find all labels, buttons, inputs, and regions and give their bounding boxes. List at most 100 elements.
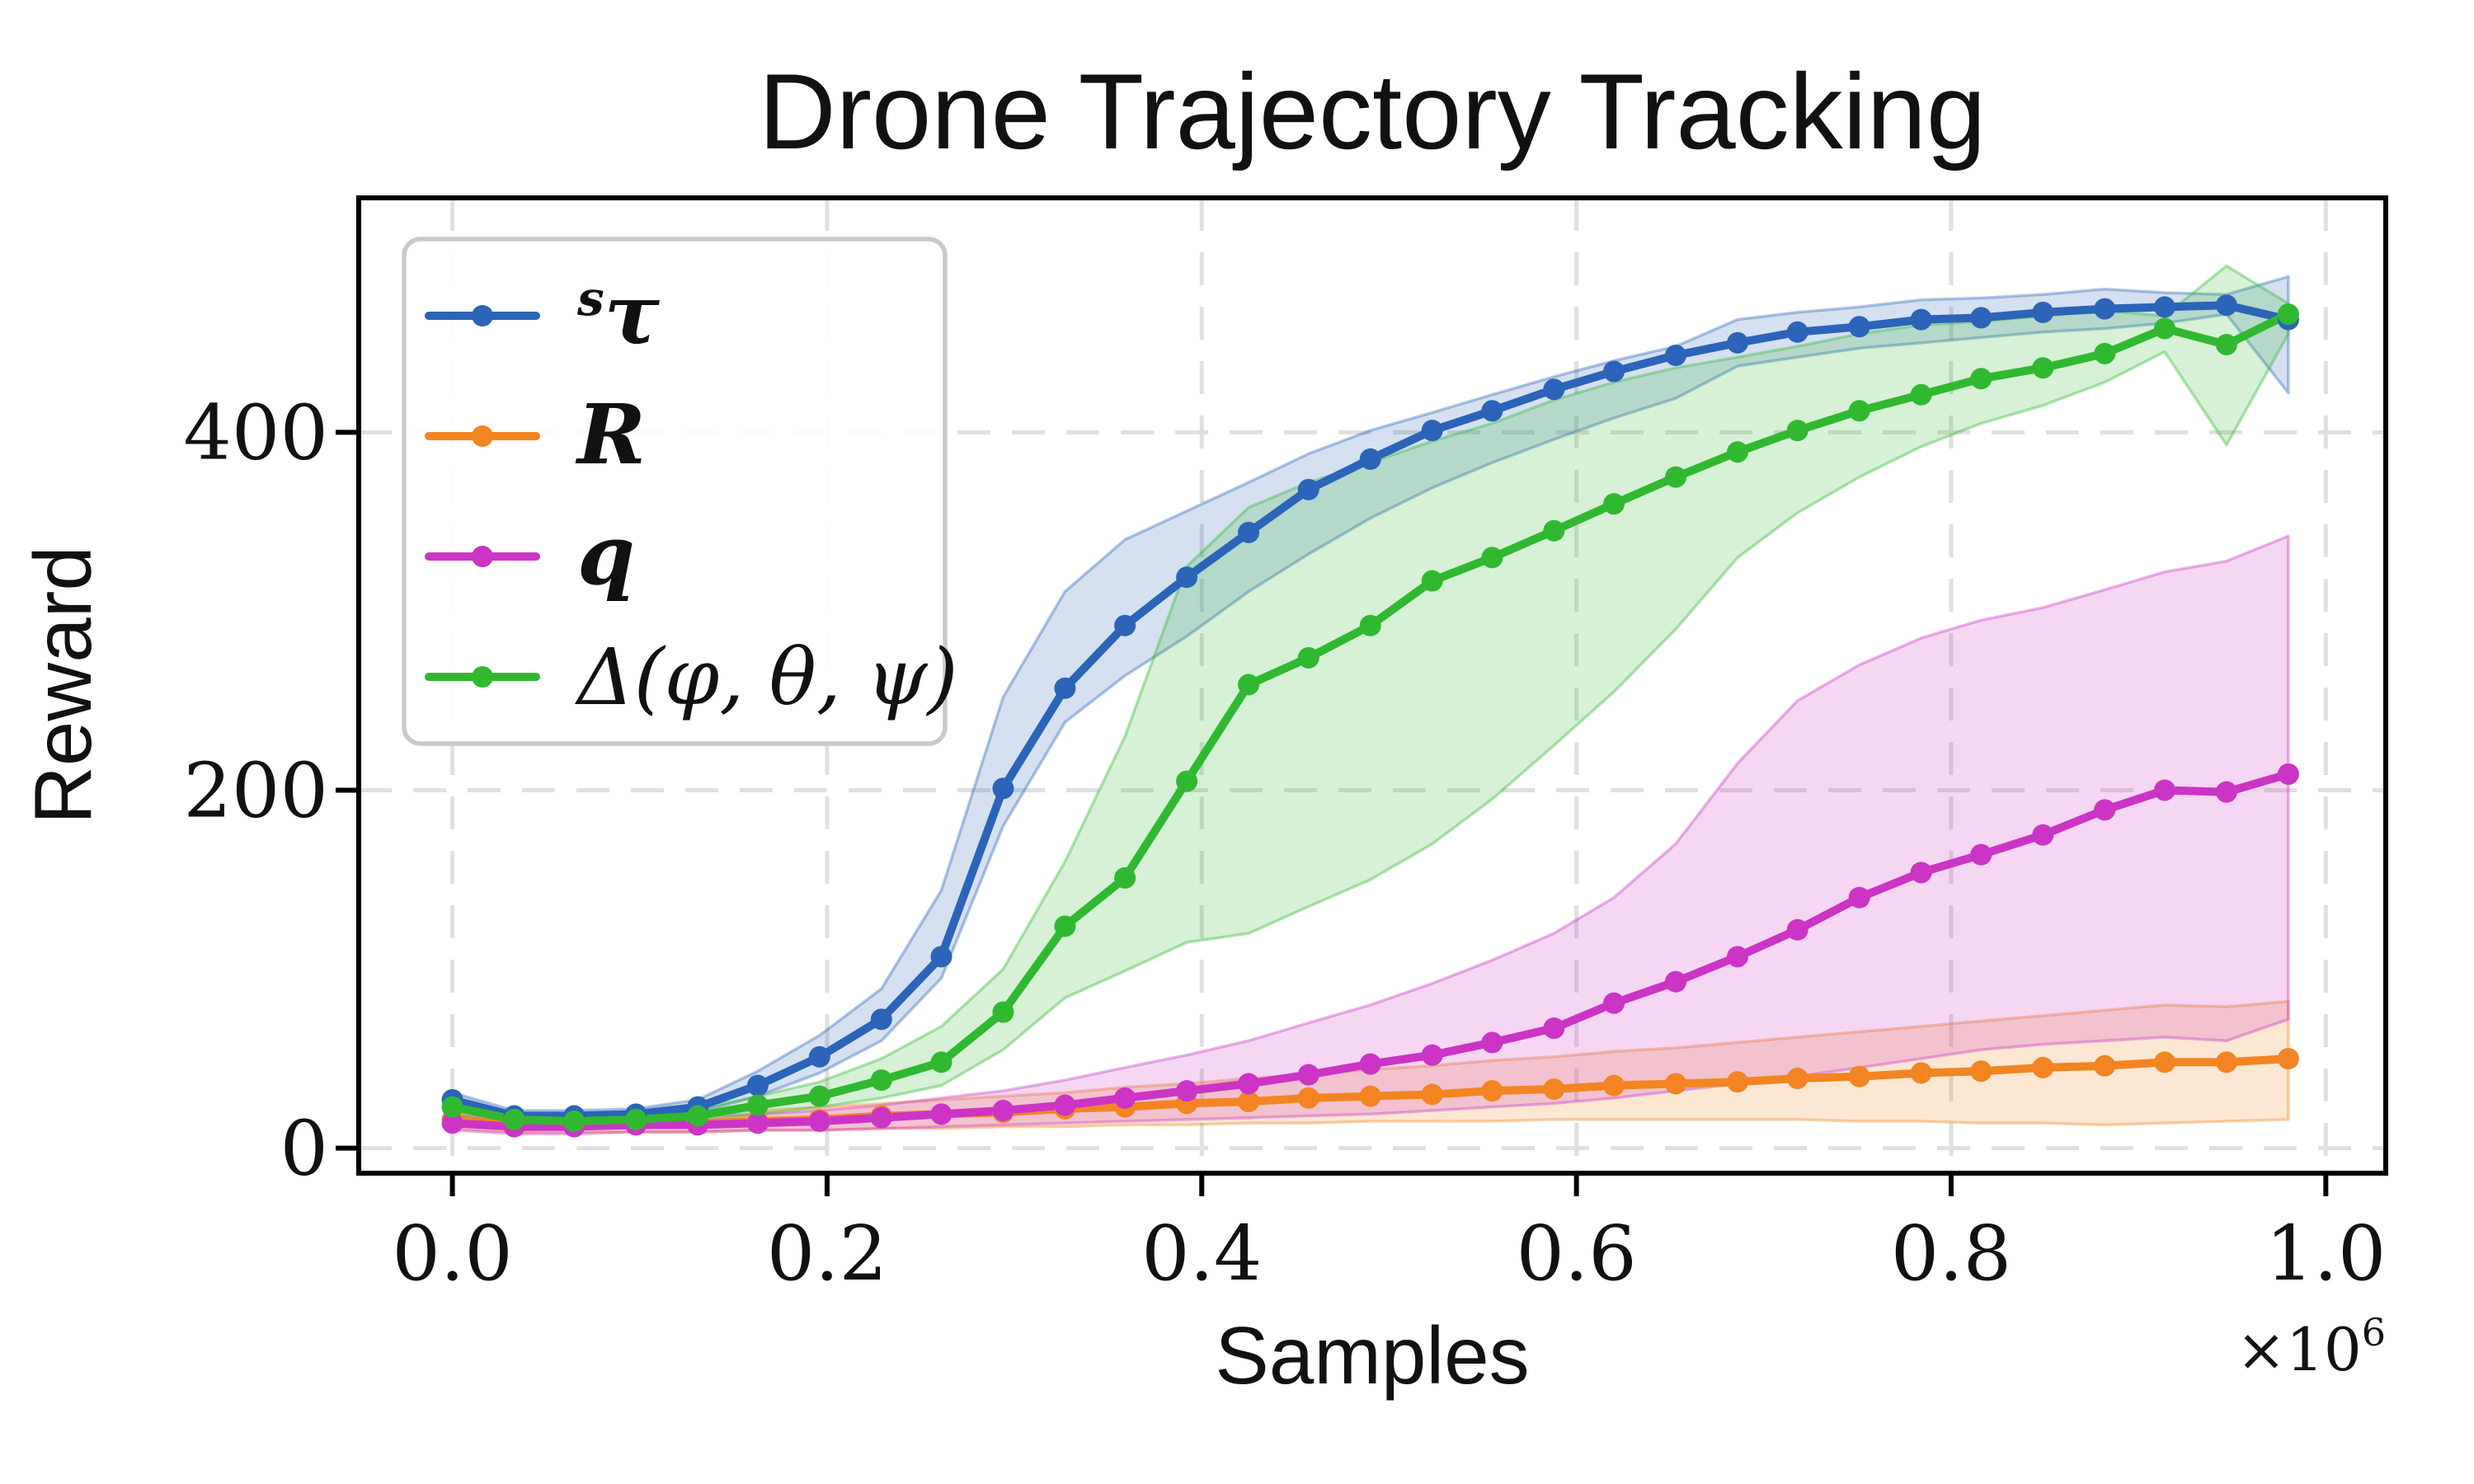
- band-R: [450, 999, 2290, 1134]
- x-tick-label: 0.6: [1516, 1209, 1636, 1298]
- marker-q: [808, 1111, 830, 1133]
- y-tick-label: 0: [280, 1105, 328, 1193]
- marker-q: [2215, 781, 2237, 803]
- marker-delta_phi_theta_psi: [808, 1085, 830, 1107]
- chart-title: Drone Trajectory Tracking: [759, 51, 1986, 171]
- marker-R: [1543, 1078, 1565, 1100]
- marker-s_tau: [2215, 294, 2237, 317]
- marker-s_tau: [1421, 420, 1443, 442]
- x-tick-label: 0.0: [392, 1209, 512, 1298]
- marker-q: [746, 1112, 769, 1134]
- marker-q: [1481, 1031, 1503, 1054]
- marker-q: [1114, 1087, 1136, 1109]
- marker-s_tau: [1543, 378, 1565, 401]
- marker-delta_phi_theta_psi: [625, 1108, 647, 1130]
- marker-s_tau: [808, 1045, 830, 1068]
- legend-marker-sample: [472, 546, 493, 567]
- marker-delta_phi_theta_psi: [1970, 368, 1992, 390]
- marker-delta_phi_theta_psi: [1176, 770, 1198, 792]
- legend-box: [402, 237, 948, 746]
- marker-delta_phi_theta_psi: [2094, 342, 2116, 364]
- marker-s_tau: [1481, 400, 1503, 422]
- legend-item-R: R: [425, 386, 646, 483]
- marker-q: [1970, 843, 1992, 866]
- marker-delta_phi_theta_psi: [746, 1094, 769, 1116]
- legend-marker-sample: [472, 305, 493, 326]
- marker-delta_phi_theta_psi: [1726, 441, 1748, 463]
- x-tick-label: 1.0: [2265, 1209, 2386, 1298]
- marker-delta_phi_theta_psi: [2153, 317, 2175, 340]
- y-tick-label: 200: [183, 746, 328, 834]
- marker-delta_phi_theta_psi: [930, 1051, 952, 1073]
- marker-q: [1054, 1094, 1076, 1116]
- legend-label: sτ: [576, 265, 661, 363]
- band-s_tau: [450, 275, 2290, 1123]
- marker-R: [2032, 1056, 2054, 1078]
- legend-item-s_tau: sτ: [425, 265, 661, 363]
- legend-marker-sample: [472, 666, 493, 688]
- marker-s_tau: [2032, 301, 2054, 323]
- marker-q: [1176, 1080, 1198, 1102]
- legend: sτ Rq Δ(φ, θ, ψ): [402, 237, 958, 746]
- marker-delta_phi_theta_psi: [1481, 547, 1503, 569]
- marker-delta_phi_theta_psi: [1054, 915, 1076, 937]
- y-tick-label: 400: [183, 388, 328, 477]
- marker-R: [1726, 1071, 1748, 1093]
- marker-q: [992, 1100, 1014, 1122]
- band-q: [450, 534, 2290, 1135]
- plot-frame: [356, 195, 2388, 1176]
- marker-R: [2215, 1051, 2237, 1073]
- legend-label: R: [575, 386, 646, 483]
- marker-R: [1970, 1060, 1992, 1082]
- marker-q: [2094, 799, 2116, 821]
- marker-q: [1421, 1044, 1443, 1066]
- marker-s_tau: [1603, 360, 1625, 383]
- marker-delta_phi_theta_psi: [2032, 357, 2054, 379]
- marker-R: [1481, 1080, 1503, 1102]
- marker-q: [1786, 918, 1808, 941]
- marker-q: [1665, 970, 1687, 993]
- marker-R: [2094, 1054, 2116, 1077]
- marker-q: [1238, 1073, 1260, 1095]
- marker-delta_phi_theta_psi: [503, 1108, 525, 1130]
- marker-R: [1238, 1091, 1260, 1113]
- marker-delta_phi_theta_psi: [1114, 866, 1136, 889]
- x-tick-label: 0.4: [1141, 1209, 1262, 1298]
- x-tick-label: 0.8: [1891, 1209, 2011, 1298]
- legend-item-delta_phi_theta_psi: Δ(φ, θ, ψ): [425, 632, 958, 723]
- marker-s_tau: [1726, 331, 1748, 354]
- marker-q: [1603, 992, 1625, 1014]
- marker-R: [1848, 1065, 1870, 1087]
- marker-q: [1910, 862, 1932, 884]
- marker-q: [1726, 946, 1748, 968]
- marker-R: [1910, 1062, 1932, 1084]
- marker-q: [930, 1103, 952, 1125]
- marker-R: [2153, 1051, 2175, 1073]
- marker-s_tau: [1970, 307, 1992, 329]
- marker-q: [1848, 886, 1870, 909]
- marker-s_tau: [1848, 316, 1870, 338]
- marker-s_tau: [746, 1074, 769, 1097]
- marker-R: [1786, 1067, 1808, 1089]
- marker-delta_phi_theta_psi: [1848, 400, 1870, 422]
- marker-delta_phi_theta_psi: [2215, 333, 2237, 355]
- marker-delta_phi_theta_psi: [687, 1105, 709, 1127]
- marker-q: [441, 1112, 463, 1134]
- marker-R: [1603, 1074, 1625, 1097]
- marker-R: [1665, 1073, 1687, 1095]
- legend-label: q: [577, 506, 635, 603]
- marker-s_tau: [1114, 614, 1136, 636]
- marker-s_tau: [1238, 521, 1260, 543]
- axis-ticks: 0.0 0.2 0.4 0.6 0.8 1.0 0 200 400: [183, 388, 2386, 1298]
- legend-label: Δ(φ, θ, ψ): [574, 632, 958, 723]
- marker-q: [1543, 1017, 1565, 1040]
- marker-s_tau: [2153, 296, 2175, 318]
- marker-s_tau: [930, 946, 952, 968]
- marker-s_tau: [992, 777, 1014, 800]
- marker-delta_phi_theta_psi: [1603, 493, 1625, 515]
- marker-delta_phi_theta_psi: [1665, 466, 1687, 488]
- marker-s_tau: [1359, 448, 1381, 470]
- marker-delta_phi_theta_psi: [1238, 674, 1260, 696]
- marker-delta_phi_theta_psi: [1421, 570, 1443, 592]
